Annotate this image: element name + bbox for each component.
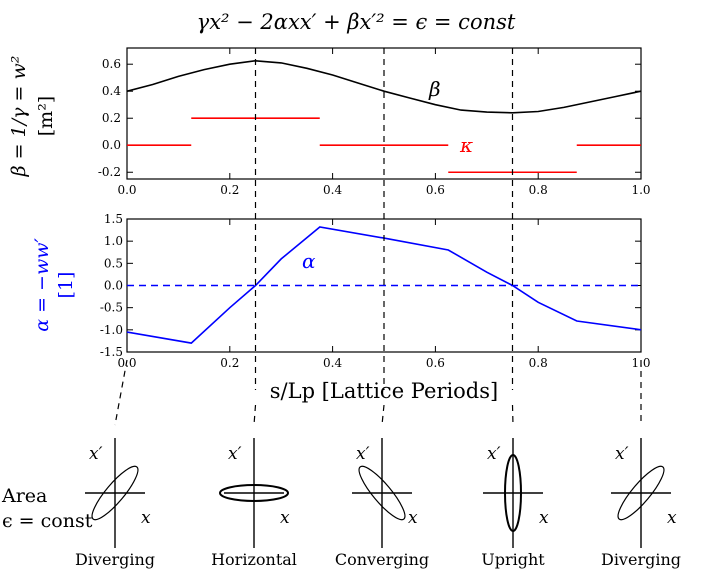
beta-xtick-label: 0.8 (529, 183, 548, 197)
beta-ylabel: β = 1/γ = w² (8, 56, 30, 178)
beta-series-group (126, 59, 642, 174)
guide-connector (253, 404, 257, 426)
alpha-ytick-label: 0.5 (104, 256, 123, 270)
alpha-ytick-label: 0.0 (104, 279, 123, 293)
alpha-ytick-label: -0.5 (100, 301, 123, 315)
beta-xticks: 0.0 0.2 0.4 0.6 0.8 1.0 (117, 48, 651, 197)
guide-connector (381, 404, 385, 426)
xprime-label: x′ (356, 444, 370, 464)
phase-ellipse-shape (617, 465, 665, 521)
x-label: x (539, 508, 549, 528)
beta-series-label: β (428, 77, 441, 101)
guide-connector (114, 359, 128, 426)
beta-xtick-label: 0.0 (117, 183, 136, 197)
epsilon-const-label: ϵ = const (2, 510, 93, 532)
beta-ytick-label: 0.2 (102, 111, 121, 125)
beta-xtick-label: 1.0 (631, 183, 650, 197)
phase-space-ellipses: x′xDivergingx′xHorizontalx′xConvergingx′… (75, 438, 681, 569)
dashed-guides (114, 48, 642, 426)
beta-xtick-label: 0.4 (323, 183, 342, 197)
alpha-ytick-label: 1.0 (104, 234, 123, 248)
phase-ellipse-diverging: x′ x Diverging (601, 438, 681, 569)
beta-ytick-label: 0.0 (102, 138, 121, 152)
alpha-ytick-label: 1.5 (104, 212, 123, 226)
alpha-ylabel: α = −ww′ (31, 238, 53, 332)
phase-ellipse-upright: x′ x Upright (481, 438, 549, 569)
ellipse-name-label: Converging (335, 550, 429, 569)
phase-ellipse-diverging: x′ x Diverging (75, 438, 155, 569)
xprime-label: x′ (228, 444, 242, 464)
alpha-xtick-label: 0.2 (220, 356, 239, 370)
ellipse-name-label: Upright (481, 550, 545, 569)
area-label: Area (1, 485, 47, 507)
alpha-ytick-label: -1.0 (100, 323, 123, 337)
beta-xtick-label: 0.2 (220, 183, 239, 197)
phase-ellipse-shape (358, 465, 406, 521)
guide-connector (511, 404, 514, 426)
alpha-panel: 1.5 1.0 0.5 0.0 -0.5 -1.0 -1.5 0.0 0.2 0.4 0.6 0.8… (31, 212, 651, 370)
alpha-ytick-label: -1.5 (100, 345, 123, 359)
ellipse-name-label: Horizontal (211, 550, 297, 569)
figure-title: γx² − 2αxx′ + βx′² = ϵ = const (197, 10, 516, 34)
x-label: x (280, 508, 290, 528)
alpha-xtick-label: 0.8 (529, 356, 548, 370)
xprime-label: x′ (89, 444, 103, 464)
alpha-xtick-label: 0.4 (323, 356, 342, 370)
beta-kappa-panel: -0.20.00.20.40.6 0.0 0.2 0.4 0.6 0.8 1.0 β κ … (8, 47, 651, 197)
ellipse-name-label: Diverging (601, 550, 681, 569)
beta-xtick-label: 0.6 (426, 183, 445, 197)
beta-ytick-label: -0.2 (98, 165, 121, 179)
ellipse-name-label: Diverging (75, 550, 155, 569)
alpha-yticks: 1.5 1.0 0.5 0.0 -0.5 -1.0 -1.5 (100, 212, 641, 359)
x-label: x (141, 508, 151, 528)
phase-ellipse-horizontal: x′ x Horizontal (211, 438, 297, 569)
alpha-yunit: [1] (55, 272, 77, 299)
x-label: x (667, 508, 677, 528)
phase-ellipse-shape (91, 465, 139, 521)
alpha-series-label: α (302, 249, 316, 273)
x-label: x (408, 508, 418, 528)
kappa-series-label: κ (459, 133, 473, 157)
beta-ytick-label: 0.6 (102, 57, 121, 71)
beta-yunit: [m²] (35, 96, 57, 136)
phase-ellipse-shape (504, 454, 522, 532)
alpha-xtick-label: 0.6 (426, 356, 445, 370)
xprime-label: x′ (487, 444, 501, 464)
xprime-label: x′ (615, 444, 629, 464)
phase-ellipse-converging: x′ x Converging (335, 438, 429, 569)
beta-curve (126, 59, 642, 114)
phase-ellipse-shape (219, 484, 289, 502)
beta-ytick-label: 0.4 (102, 84, 121, 98)
